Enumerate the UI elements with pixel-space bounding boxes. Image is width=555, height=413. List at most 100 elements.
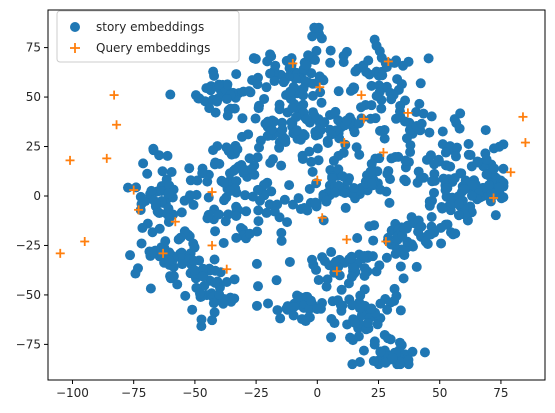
legend-label-query: Query embeddings [96, 41, 210, 55]
story-point [164, 213, 175, 224]
story-point [261, 207, 272, 218]
story-point [185, 190, 196, 201]
story-point [352, 232, 363, 243]
story-point [214, 289, 225, 300]
y-tick-label: 75 [26, 41, 41, 55]
story-point [381, 252, 392, 263]
story-point [188, 255, 199, 266]
story-point [418, 108, 429, 119]
story-point [309, 22, 320, 33]
story-point [252, 184, 263, 195]
query-point [403, 108, 413, 118]
story-point [345, 332, 356, 343]
query-point [315, 82, 325, 92]
story-point [322, 135, 333, 146]
story-point [375, 346, 386, 357]
story-point [368, 356, 379, 367]
query-embeddings-series [55, 56, 530, 276]
story-point [362, 317, 373, 328]
story-point [490, 210, 501, 221]
story-point [276, 160, 287, 171]
story-point [286, 60, 297, 71]
story-point [366, 80, 377, 91]
story-point [354, 149, 365, 160]
story-point [337, 171, 348, 182]
story-point [240, 190, 251, 201]
story-point [440, 185, 451, 196]
story-point [310, 197, 321, 208]
story-point [265, 49, 276, 60]
story-point [369, 339, 380, 350]
story-point [437, 126, 448, 137]
story-point [282, 217, 293, 228]
story-point [429, 187, 440, 198]
query-point [102, 153, 112, 163]
story-point [325, 57, 336, 68]
story-point [157, 166, 168, 177]
story-point [276, 227, 287, 238]
story-point [237, 113, 248, 124]
story-point [303, 50, 314, 61]
story-point [304, 183, 315, 194]
story-point [343, 278, 354, 289]
story-point [166, 167, 177, 178]
story-point [435, 222, 446, 233]
story-point [411, 261, 422, 272]
story-point [339, 187, 350, 198]
story-point [263, 298, 274, 309]
story-point [425, 150, 436, 161]
story-point [294, 291, 305, 302]
story-point [405, 147, 416, 158]
story-point [148, 143, 159, 154]
story-point [376, 103, 387, 114]
story-point [150, 198, 161, 209]
story-point [321, 281, 332, 292]
story-point [345, 253, 356, 264]
query-point [109, 90, 119, 100]
story-point [218, 237, 229, 248]
story-point [424, 127, 435, 138]
story-point [326, 332, 337, 343]
story-point [154, 223, 165, 234]
story-point [359, 250, 370, 261]
story-point [212, 96, 223, 107]
story-point [395, 100, 406, 111]
story-point [347, 359, 358, 370]
story-point [367, 251, 378, 262]
story-point [280, 137, 291, 148]
story-point [319, 117, 330, 128]
story-point [301, 60, 312, 71]
story-point [288, 301, 299, 312]
story-point [310, 78, 321, 89]
story-point [329, 267, 340, 278]
x-tick-label: 25 [371, 386, 386, 400]
story-point [293, 193, 304, 204]
story-point [208, 298, 219, 309]
story-point [213, 79, 224, 90]
query-point [222, 264, 232, 274]
story-point [244, 86, 255, 97]
story-point [221, 277, 232, 288]
story-point [202, 213, 213, 224]
story-point [425, 229, 436, 240]
story-point [204, 103, 215, 114]
story-point [391, 290, 402, 301]
story-point [314, 71, 325, 82]
story-point [449, 173, 460, 184]
story-point [382, 168, 393, 179]
story-point [398, 273, 409, 284]
story-point [389, 57, 400, 68]
story-point [416, 118, 427, 129]
story-point [312, 143, 323, 154]
story-point [218, 177, 229, 188]
story-point [173, 234, 184, 245]
story-point [366, 178, 377, 189]
story-point [254, 100, 265, 111]
story-point [481, 169, 492, 180]
story-point [210, 277, 221, 288]
story-point [300, 75, 311, 86]
story-point [265, 68, 276, 79]
story-point [261, 82, 272, 93]
story-point [453, 198, 464, 209]
story-point [377, 70, 388, 81]
